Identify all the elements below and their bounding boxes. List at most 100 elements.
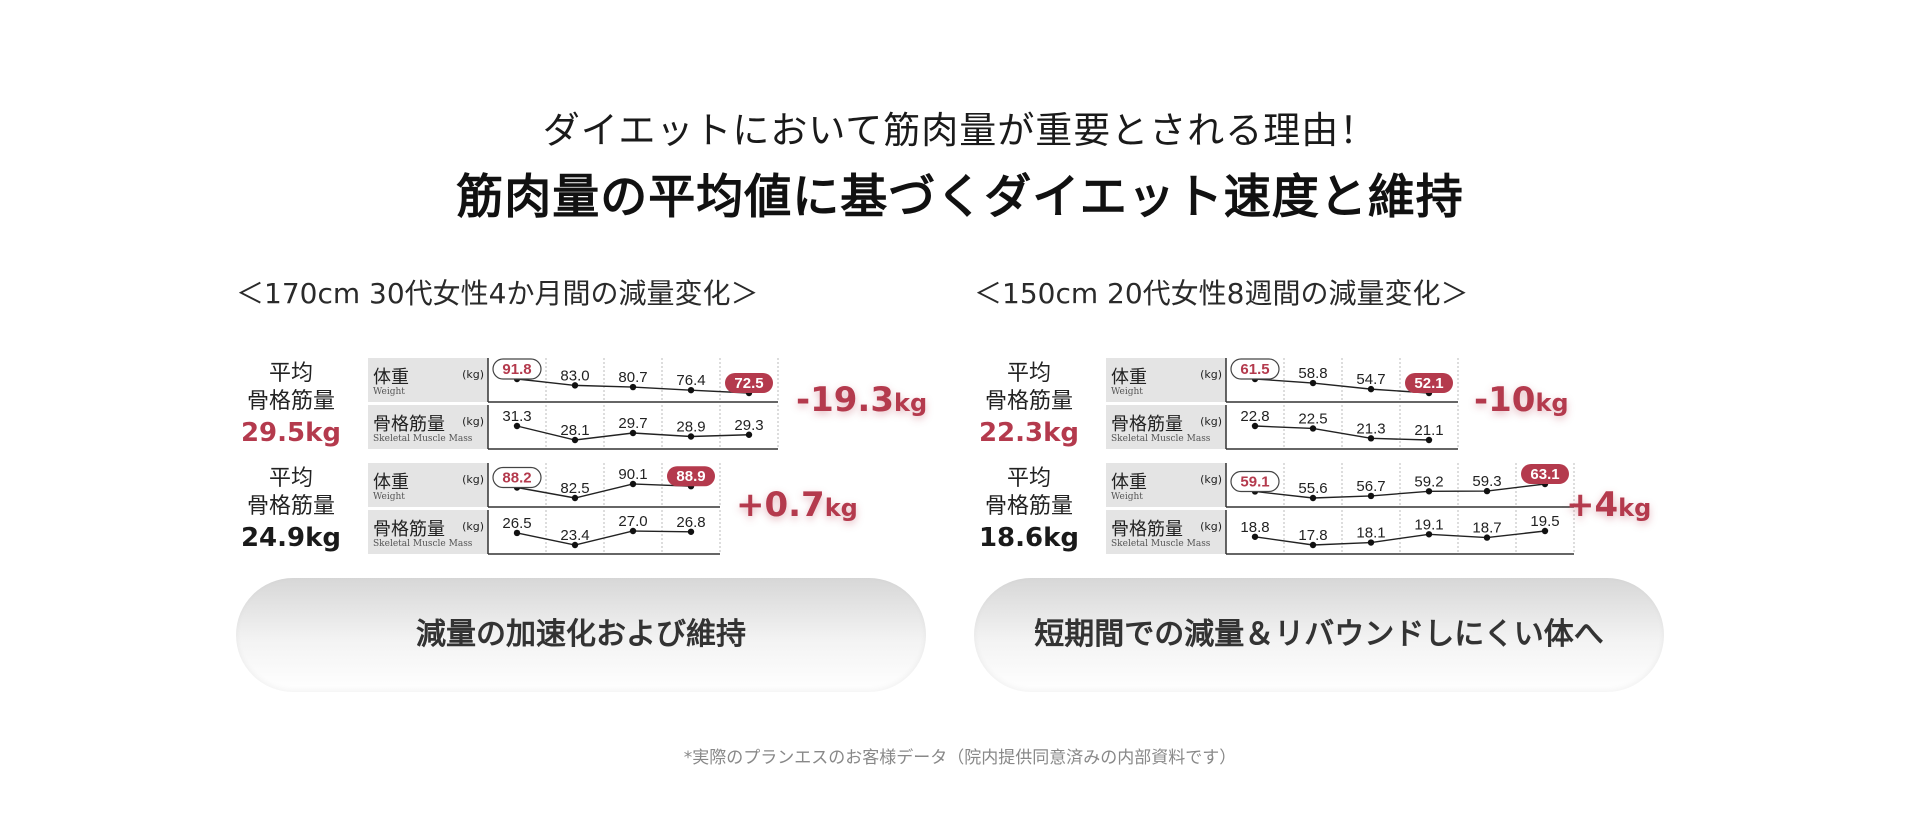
case-group: 平均 骨格筋量 24.9kg 体重 Weight (kg) 88.2 82.5 90… (236, 463, 936, 563)
data-label: 29.7 (618, 415, 647, 432)
data-point (571, 436, 579, 444)
summary-pill: 短期間での減量＆リバウンドしにくい体へ (974, 578, 1664, 692)
data-point (1367, 385, 1375, 393)
weight-chart: 59.1 55.6 56.7 59.2 59.3 63.1 (1225, 463, 1575, 508)
avg-muscle-value: 29.5kg (240, 418, 342, 448)
data-label: 90.1 (618, 466, 647, 483)
main-title: 筋肉量の平均値に基づくダイエット速度と維持 (456, 170, 1464, 225)
data-point (687, 433, 695, 440)
diff-unit: kg (824, 494, 858, 522)
data-point (629, 383, 637, 391)
data-point (1251, 422, 1259, 430)
data-point (571, 382, 579, 389)
last-value-badge (667, 466, 715, 487)
label-en: Skeletal Muscle Mass (373, 434, 473, 444)
data-label: 56.7 (1356, 478, 1385, 495)
label-en: Skeletal Muscle Mass (1111, 539, 1211, 549)
avg-label: 骨格筋量 (246, 494, 335, 519)
data-point (1483, 487, 1491, 495)
avg-label: 平均 (1006, 466, 1051, 491)
label-en: Skeletal Muscle Mass (1111, 434, 1211, 444)
label-jp: 体重 (373, 367, 409, 388)
data-label: 91.8 (502, 361, 531, 378)
data-point (571, 541, 579, 549)
unit-label: (kg) (1200, 415, 1222, 428)
data-label: 31.3 (502, 408, 531, 425)
case-subtitle: ＜170cm 30代女性4か月間の減量変化＞ (236, 277, 759, 310)
diff-value: +4 (1566, 485, 1619, 525)
label-jp: 体重 (373, 472, 409, 493)
data-point (629, 429, 637, 437)
label-en: Weight (373, 387, 405, 397)
label-en: Weight (373, 492, 405, 502)
data-label: 27.0 (618, 513, 647, 530)
weight-change: -19.3kg (796, 380, 927, 420)
data-label: 17.8 (1298, 527, 1327, 544)
data-point (513, 529, 521, 537)
avg-label: 平均 (268, 361, 313, 386)
muscle-chart: 31.3 28.1 29.7 28.9 29.3 (487, 405, 779, 450)
unit-label: (kg) (462, 415, 484, 428)
muscle-chart: 26.5 23.4 27.0 26.8 (487, 510, 721, 555)
row-label: 骨格筋量 Skeletal Muscle Mass (kg) (368, 405, 488, 449)
avg-label: 平均 (268, 466, 313, 491)
data-label: 26.5 (502, 515, 531, 532)
data-label: 83.0 (560, 367, 589, 384)
label-en: Skeletal Muscle Mass (373, 539, 473, 549)
unit-label: (kg) (1200, 368, 1222, 381)
row-label: 骨格筋量 Skeletal Muscle Mass (kg) (1106, 510, 1226, 554)
muscle-chart: 18.8 17.8 18.1 19.1 18.7 19.5 (1225, 510, 1575, 555)
data-label: 18.7 (1472, 520, 1501, 537)
data-label: 59.2 (1414, 473, 1443, 490)
data-label: 58.8 (1298, 365, 1327, 382)
muscle-chart: 22.8 22.5 21.3 21.1 (1225, 405, 1459, 450)
data-point (1309, 494, 1317, 502)
row-label: 体重 Weight (kg) (1106, 463, 1226, 507)
label-jp: 骨格筋量 (1111, 414, 1183, 435)
first-value-badge (492, 358, 542, 380)
weight-chart: 88.2 82.5 90.1 88.9 (487, 463, 721, 508)
data-label: 28.9 (676, 419, 705, 436)
data-point (1367, 435, 1375, 442)
row-label: 骨格筋量 Skeletal Muscle Mass (kg) (1106, 405, 1226, 449)
case-group: 平均 骨格筋量 18.6kg 体重 Weight (kg) 59.1 55.6 56… (974, 463, 1674, 563)
series-line (1254, 530, 1546, 546)
unit-label: (kg) (1200, 473, 1222, 486)
series-line (1254, 378, 1430, 394)
label-jp: 体重 (1111, 367, 1147, 388)
data-point (629, 480, 637, 488)
headline: ダイエットにおいて筋肉量が重要とされる理由！ (542, 109, 1378, 152)
row-label: 骨格筋量 Skeletal Muscle Mass (kg) (368, 510, 488, 554)
diff-value: -19.3 (796, 380, 894, 420)
data-point (1367, 492, 1375, 500)
summary-text: 短期間での減量＆リバウンドしにくい体へ (1034, 617, 1604, 652)
last-value-badge (1405, 373, 1453, 393)
weight-change: +0.7kg (736, 485, 858, 525)
avg-label: 骨格筋量 (246, 389, 335, 414)
avg-muscle-value: 24.9kg (240, 523, 342, 553)
data-point (1483, 534, 1491, 541)
series-line (516, 483, 692, 499)
data-label: 55.6 (1298, 480, 1327, 497)
data-point (1425, 488, 1433, 495)
data-point (687, 386, 695, 394)
last-value-badge (1521, 464, 1569, 484)
average-muscle-block: 平均 骨格筋量 29.5kg (236, 360, 346, 450)
case-panel-2: ＜150cm 20代女性8週間の減量変化＞ 平均 骨格筋量 22.3kg 体重 … (974, 268, 1674, 708)
summary-pill: 減量の加速化および維持 (236, 578, 926, 692)
diff-unit: kg (1618, 494, 1652, 522)
label-en: Weight (1111, 387, 1143, 397)
data-label: 18.8 (1240, 519, 1269, 536)
data-point (1309, 541, 1317, 549)
label-jp: 骨格筋量 (373, 519, 445, 540)
data-point (629, 527, 637, 535)
series-line (1254, 483, 1546, 499)
average-muscle-block: 平均 骨格筋量 24.9kg (236, 465, 346, 555)
data-label: 52.1 (1414, 375, 1443, 392)
first-value-badge (492, 466, 542, 489)
avg-muscle-value: 22.3kg (978, 418, 1080, 448)
data-label: 23.4 (560, 527, 589, 544)
label-jp: 骨格筋量 (1111, 519, 1183, 540)
data-point (1541, 527, 1549, 535)
first-value-badge (1230, 470, 1280, 493)
